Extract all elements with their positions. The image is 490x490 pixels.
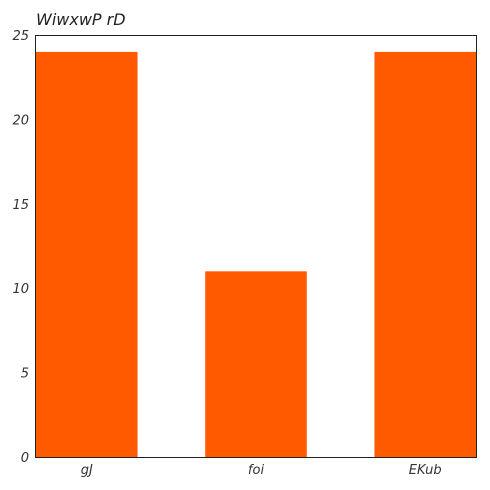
chart-title: WiwxwP rD [36,10,126,29]
x-axis-ticks: gJ foi EKub [81,463,442,478]
bars [36,51,476,457]
bar-EKub [374,51,476,457]
bar-foi [205,271,307,457]
x-tick-label: EKub [409,463,442,478]
y-tick-label: 15 [12,198,29,213]
y-axis-ticks: 0 5 10 15 20 25 [12,29,29,466]
x-tick-label: foi [248,463,265,478]
y-tick-label: 5 [21,367,29,382]
y-tick-label: 20 [12,113,29,128]
y-tick-label: 25 [12,29,29,44]
y-tick-label: 0 [21,451,29,466]
x-tick-label: gJ [81,463,93,478]
plot-frame [35,35,477,458]
bar-gJ [36,51,138,457]
y-tick-label: 10 [12,282,29,297]
